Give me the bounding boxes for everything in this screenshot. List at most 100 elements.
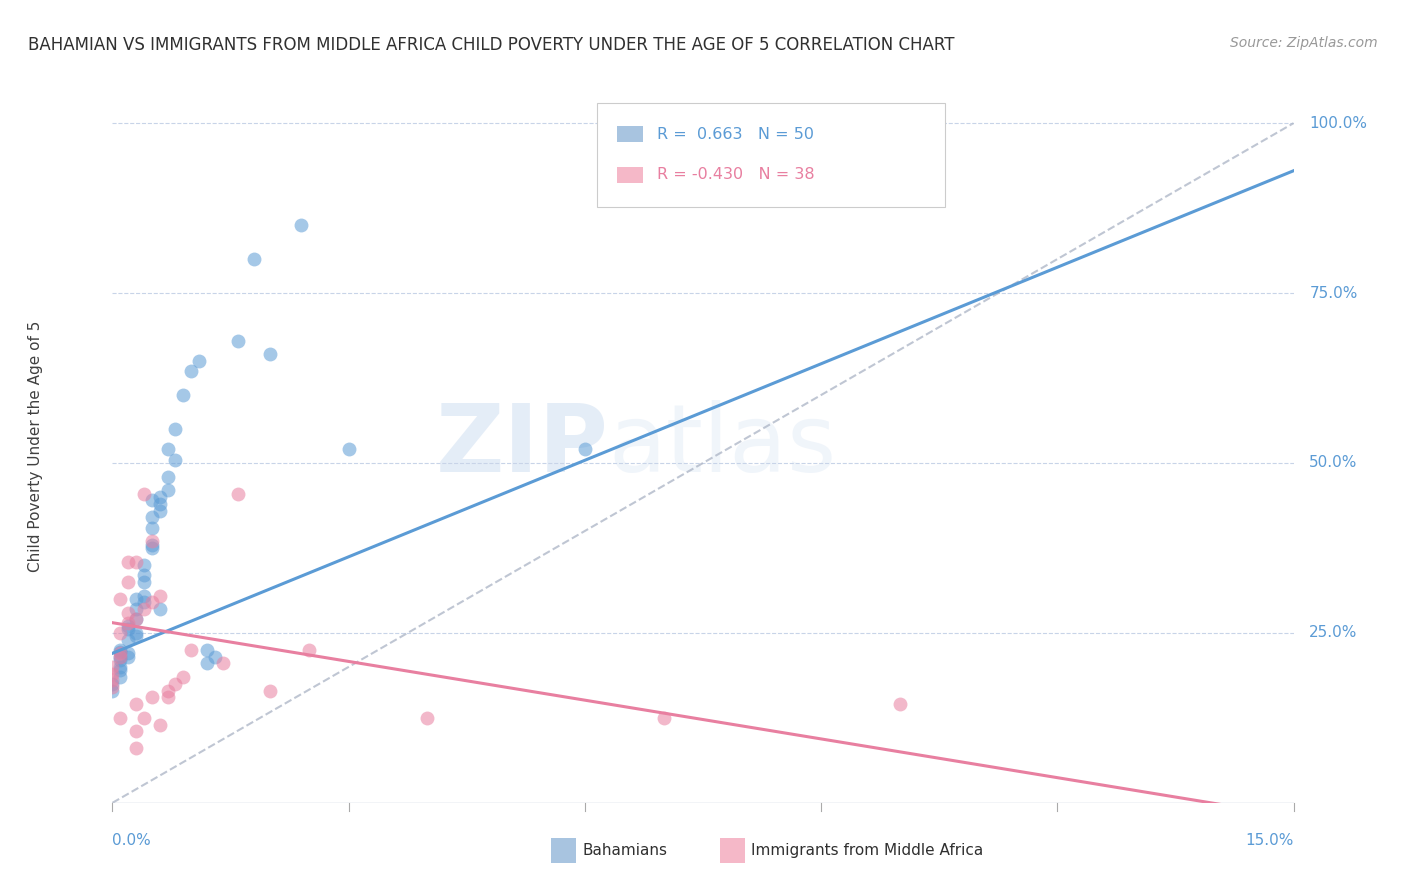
- Point: [125, 741, 148, 756]
- Point: [156, 683, 179, 698]
- Point: [117, 632, 139, 647]
- Point: [110, 649, 132, 664]
- Point: [125, 591, 148, 606]
- Point: [101, 683, 124, 698]
- Point: [110, 591, 132, 606]
- Point: [165, 452, 187, 467]
- Point: [172, 670, 194, 684]
- Text: 25.0%: 25.0%: [1309, 625, 1358, 640]
- Point: [889, 698, 911, 712]
- Point: [132, 711, 155, 725]
- Point: [228, 334, 250, 348]
- Point: [211, 657, 233, 671]
- Text: ZIP: ZIP: [436, 400, 609, 492]
- Point: [132, 486, 155, 500]
- Point: [180, 643, 202, 657]
- Point: [165, 422, 187, 436]
- Point: [132, 602, 155, 616]
- Point: [110, 626, 132, 640]
- Point: [141, 520, 163, 534]
- Point: [117, 615, 139, 630]
- Point: [110, 646, 132, 660]
- Text: R =  0.663   N = 50: R = 0.663 N = 50: [657, 127, 814, 142]
- Point: [132, 595, 155, 609]
- Text: atlas: atlas: [609, 400, 837, 492]
- Point: [149, 503, 172, 517]
- Text: BAHAMIAN VS IMMIGRANTS FROM MIDDLE AFRICA CHILD POVERTY UNDER THE AGE OF 5 CORRE: BAHAMIAN VS IMMIGRANTS FROM MIDDLE AFRIC…: [28, 36, 955, 54]
- Text: Bahamians: Bahamians: [582, 844, 666, 858]
- Point: [101, 666, 124, 681]
- Point: [156, 469, 179, 483]
- Point: [125, 626, 148, 640]
- Point: [156, 690, 179, 705]
- Point: [165, 677, 187, 691]
- Point: [156, 442, 179, 457]
- Point: [125, 612, 148, 626]
- Text: Child Poverty Under the Age of 5: Child Poverty Under the Age of 5: [28, 320, 44, 572]
- Point: [243, 252, 266, 266]
- Point: [149, 497, 172, 511]
- Point: [290, 218, 312, 232]
- Point: [110, 649, 132, 664]
- Text: 100.0%: 100.0%: [1309, 116, 1367, 131]
- Point: [110, 645, 132, 659]
- Point: [180, 364, 202, 378]
- Point: [156, 483, 179, 498]
- Point: [652, 711, 675, 725]
- Text: 15.0%: 15.0%: [1246, 833, 1294, 848]
- Point: [125, 602, 148, 616]
- Point: [141, 537, 163, 551]
- Text: 50.0%: 50.0%: [1309, 456, 1358, 470]
- Point: [117, 619, 139, 633]
- Point: [101, 677, 124, 691]
- Bar: [720, 838, 745, 863]
- Point: [259, 347, 281, 361]
- Point: [149, 717, 172, 731]
- Text: Source: ZipAtlas.com: Source: ZipAtlas.com: [1230, 36, 1378, 50]
- Point: [574, 442, 596, 457]
- Point: [259, 683, 281, 698]
- Point: [298, 643, 321, 657]
- Point: [125, 698, 148, 712]
- Bar: [617, 167, 643, 183]
- FancyBboxPatch shape: [596, 103, 945, 207]
- Point: [141, 595, 163, 609]
- Point: [110, 711, 132, 725]
- Point: [125, 555, 148, 569]
- Point: [110, 670, 132, 684]
- Point: [141, 541, 163, 555]
- Point: [188, 354, 211, 368]
- Point: [337, 442, 360, 457]
- Point: [117, 649, 139, 664]
- Point: [141, 534, 163, 549]
- Point: [117, 623, 139, 637]
- Point: [117, 555, 139, 569]
- Point: [204, 649, 226, 664]
- Point: [149, 589, 172, 603]
- Text: R = -0.430   N = 38: R = -0.430 N = 38: [657, 168, 814, 182]
- Point: [141, 510, 163, 524]
- Point: [141, 690, 163, 705]
- Point: [110, 653, 132, 667]
- Point: [117, 606, 139, 620]
- Point: [125, 612, 148, 626]
- Point: [117, 574, 139, 589]
- Text: Immigrants from Middle Africa: Immigrants from Middle Africa: [751, 844, 983, 858]
- Point: [228, 486, 250, 500]
- Point: [110, 663, 132, 677]
- Point: [172, 388, 194, 402]
- Point: [110, 660, 132, 674]
- Point: [101, 680, 124, 694]
- Point: [195, 657, 218, 671]
- Point: [125, 724, 148, 739]
- Point: [149, 602, 172, 616]
- Text: 75.0%: 75.0%: [1309, 285, 1358, 301]
- Point: [132, 558, 155, 572]
- Point: [110, 643, 132, 657]
- Bar: [617, 127, 643, 142]
- Point: [141, 493, 163, 508]
- Bar: [551, 838, 576, 863]
- Point: [132, 574, 155, 589]
- Point: [117, 646, 139, 660]
- Point: [195, 643, 218, 657]
